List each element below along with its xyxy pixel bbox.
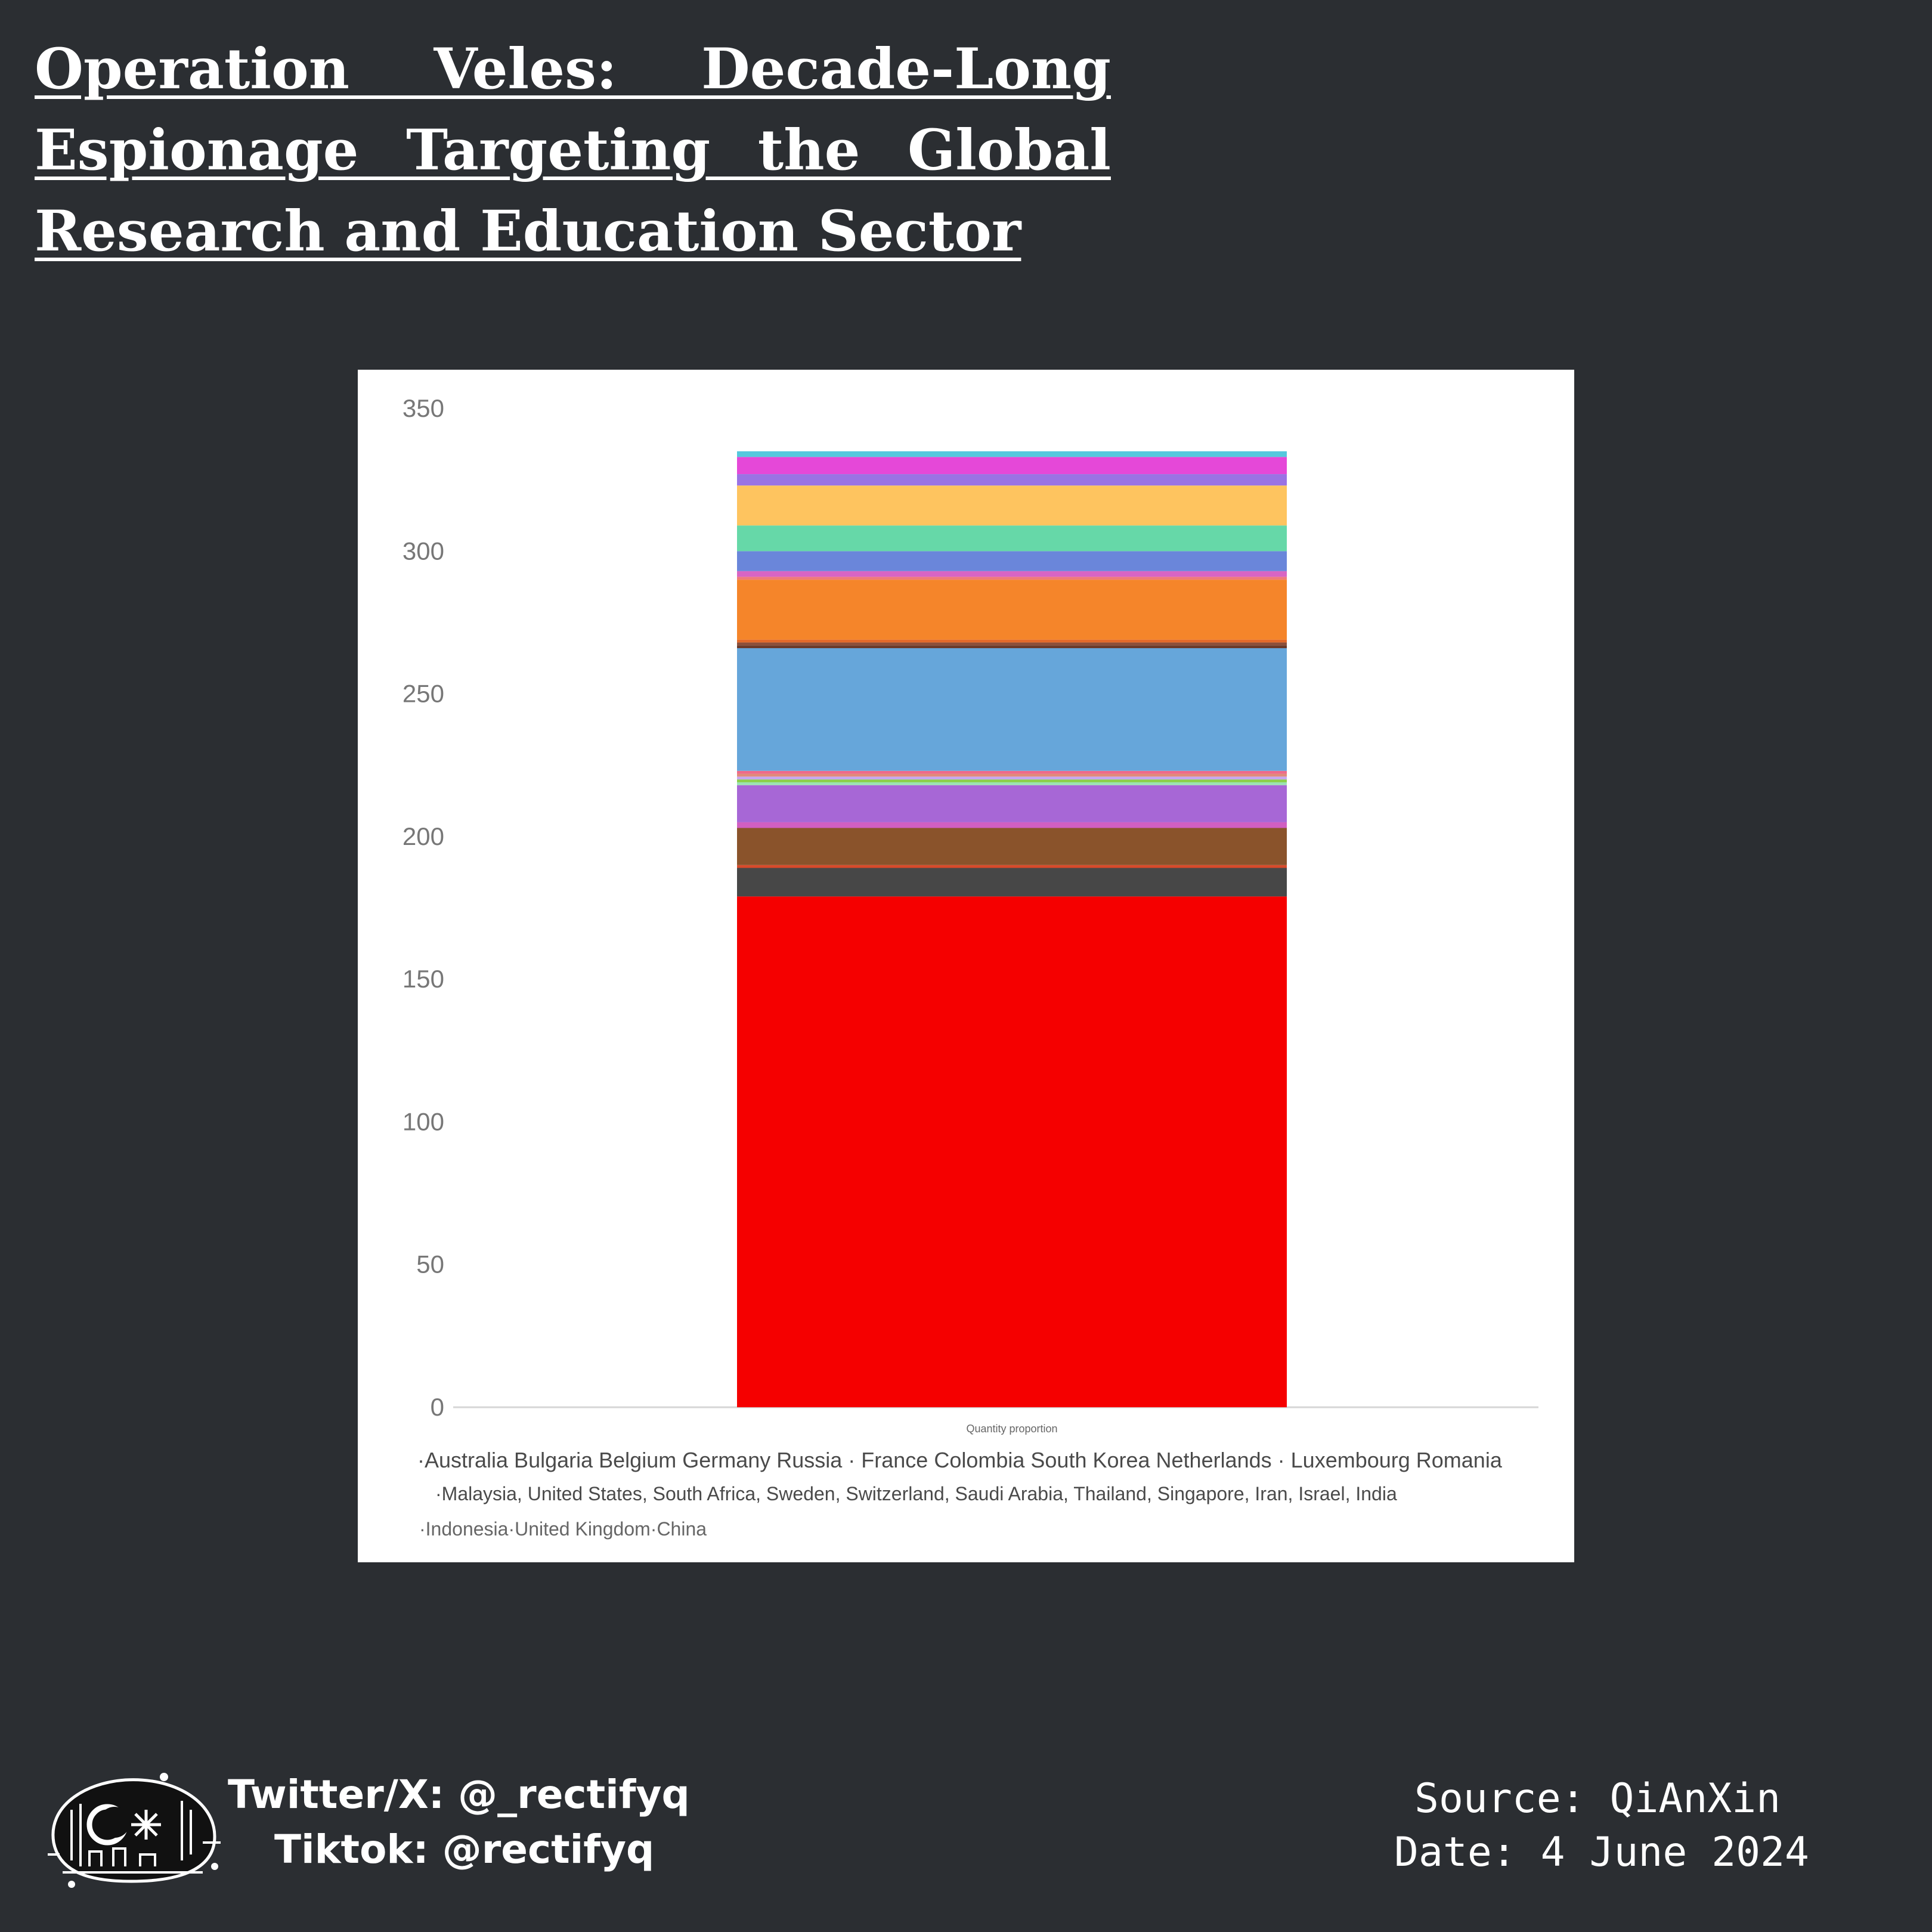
x-category-label: Quantity proportion: [966, 1423, 1057, 1435]
bar-segment: [737, 822, 1287, 828]
date-label: Date: 4 June 2024: [1394, 1829, 1809, 1876]
bar-segment: [737, 773, 1287, 777]
legend-line-3: ·Indonesia·United Kingdom·China: [419, 1518, 707, 1540]
bar-segment: [737, 485, 1287, 526]
y-tick-label: 100: [402, 1107, 444, 1135]
rectifyq-logo-icon: [48, 1773, 221, 1888]
bar-segment: [737, 782, 1287, 785]
y-tick-label: 150: [402, 965, 444, 993]
bar-segment: [737, 896, 1287, 1407]
bar-segment: [737, 577, 1287, 580]
bar-segment: [737, 451, 1287, 457]
y-tick-label: 250: [402, 680, 444, 708]
source-label: Source: QiAnXin: [1414, 1775, 1781, 1822]
bar-segment: [737, 474, 1287, 486]
chart-card: 0 50 100 150 200 250 300 350 Quantity proportion: [358, 370, 1574, 1562]
bar-segment: [737, 868, 1287, 897]
bar-segment: [737, 779, 1287, 782]
bar-segment: [737, 571, 1287, 577]
bar-segment: [737, 580, 1287, 640]
twitter-handle: Twitter/X: @_rectifyq: [228, 1772, 690, 1818]
tiktok-handle: Tiktok: @rectifyq: [274, 1826, 655, 1872]
y-tick-label: 300: [402, 537, 444, 565]
bar-segment: [737, 639, 1287, 643]
bar-segment: [737, 776, 1287, 780]
bar-segment: [737, 457, 1287, 475]
bar-segment: [737, 785, 1287, 822]
bar-segment: [737, 648, 1287, 771]
bar-segment: [737, 551, 1287, 571]
page-title: Operation Veles: Decade-Long Espionage T…: [35, 29, 1111, 272]
bar-segment: [737, 770, 1287, 774]
bar-segment: [737, 525, 1287, 552]
title-line-1: Operation Veles: Decade-Long: [35, 36, 1111, 102]
y-tick-label: 200: [402, 822, 444, 850]
y-tick-label: 50: [416, 1250, 444, 1278]
title-line-3: Research and Education Sector: [35, 199, 1021, 264]
y-tick-label: 0: [431, 1393, 444, 1421]
y-tick-label: 350: [402, 394, 444, 422]
bar-segment: [737, 865, 1287, 868]
bar-segment: [737, 642, 1287, 646]
legend-line-2: ·Malaysia, United States, South Africa, …: [435, 1483, 1397, 1504]
title-line-2: Espionage Targeting the Global: [35, 117, 1111, 183]
bar-segment: [737, 645, 1287, 648]
stacked-bar-chart: 0 50 100 150 200 250 300 350 Quantity proportion: [402, 394, 1538, 1435]
legend-line-1: ·Australia Bulgaria Belgium Germany Russ…: [417, 1448, 1502, 1472]
bar-segment: [737, 828, 1287, 865]
